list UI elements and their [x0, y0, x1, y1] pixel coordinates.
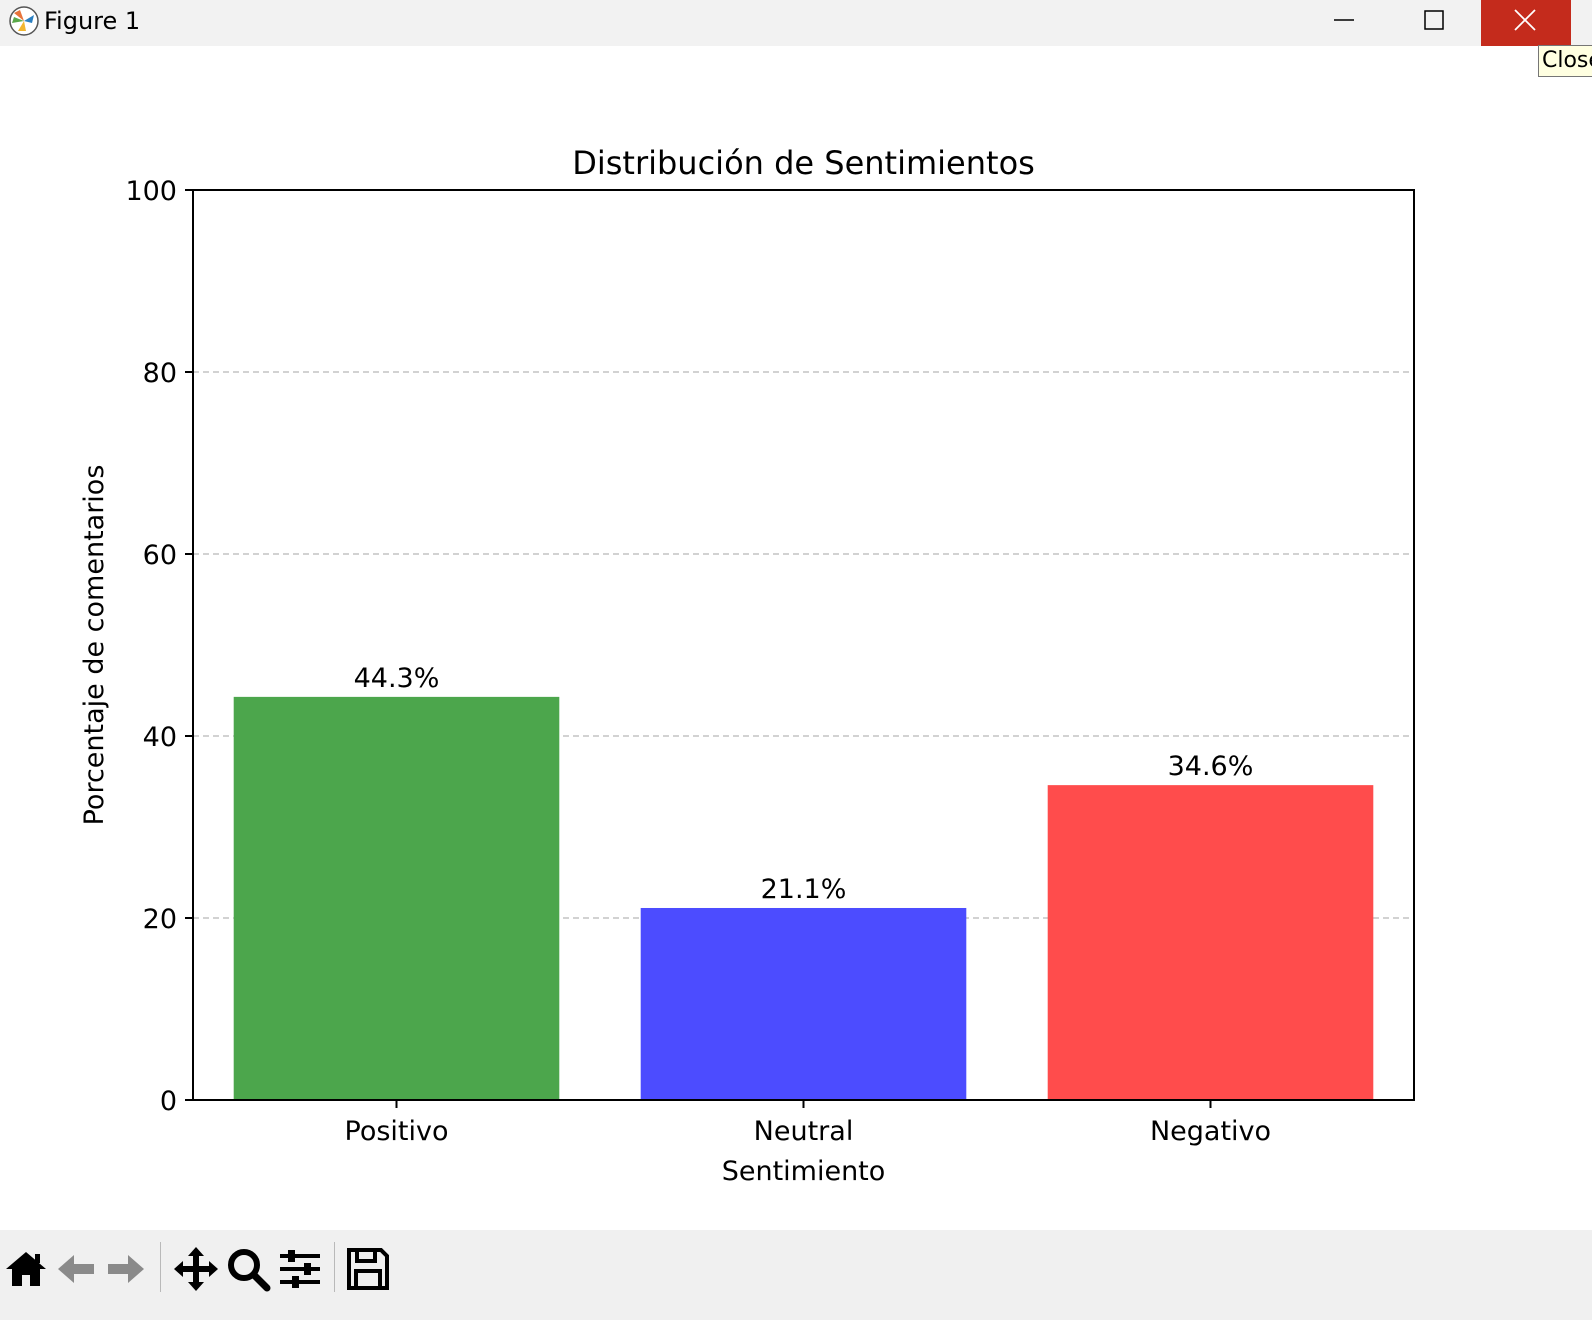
y-tick-label: 0 — [160, 1086, 177, 1117]
pan-button[interactable] — [172, 1245, 220, 1293]
window-title: Figure 1 — [44, 7, 141, 35]
maximize-button[interactable] — [1389, 0, 1479, 46]
toolbar-separator — [160, 1242, 161, 1292]
matplotlib-logo-icon — [9, 6, 39, 36]
y-tick-label: 40 — [143, 722, 177, 753]
y-tick-label: 80 — [143, 358, 177, 389]
zoom-button[interactable] — [224, 1245, 272, 1293]
chart-title: Distribución de Sentimientos — [572, 144, 1035, 182]
back-button[interactable] — [52, 1245, 100, 1293]
x-tick-label: Negativo — [1150, 1116, 1271, 1147]
minimize-button[interactable] — [1299, 0, 1389, 46]
save-button[interactable] — [344, 1245, 392, 1293]
bar-negativo — [1047, 785, 1374, 1100]
close-icon — [1514, 9, 1536, 31]
save-floppy-icon — [347, 1248, 389, 1290]
close-tooltip: Close — [1538, 45, 1592, 77]
figure-canvas[interactable]: Distribución de Sentimientos 44.3% 21.1% 34… — [0, 46, 1592, 1230]
bar-chart: Distribución de Sentimientos 44.3% 21.1% 34… — [79, 144, 1415, 1187]
y-tick-label: 60 — [143, 540, 177, 571]
pan-move-icon — [174, 1247, 218, 1291]
forward-button[interactable] — [102, 1245, 150, 1293]
back-arrow-icon — [58, 1255, 94, 1283]
x-axis-label: Sentimiento — [722, 1156, 886, 1187]
x-tick-label: Neutral — [754, 1116, 854, 1147]
configure-subplots-icon — [280, 1250, 320, 1288]
y-tick-label: 20 — [143, 904, 177, 935]
toolbar-separator — [334, 1242, 335, 1292]
data-label: 44.3% — [354, 663, 440, 694]
navigation-toolbar — [0, 1230, 1592, 1320]
y-tick-label: 100 — [125, 176, 177, 207]
minimize-icon — [1334, 19, 1354, 21]
forward-arrow-icon — [108, 1255, 144, 1283]
y-axis-label: Porcentaje de comentarios — [79, 465, 110, 826]
window-titlebar: Figure 1 — [0, 0, 1592, 46]
zoom-magnifier-icon — [228, 1249, 271, 1292]
home-button[interactable] — [2, 1245, 50, 1293]
home-icon — [6, 1252, 46, 1286]
bar-neutral — [640, 907, 967, 1100]
bar-positivo — [233, 696, 560, 1100]
configure-subplots-button[interactable] — [276, 1245, 324, 1293]
data-label: 21.1% — [761, 874, 847, 905]
x-tick-label: Positivo — [345, 1116, 449, 1147]
maximize-icon — [1424, 10, 1444, 30]
close-button[interactable] — [1481, 0, 1571, 46]
data-label: 34.6% — [1168, 751, 1254, 782]
